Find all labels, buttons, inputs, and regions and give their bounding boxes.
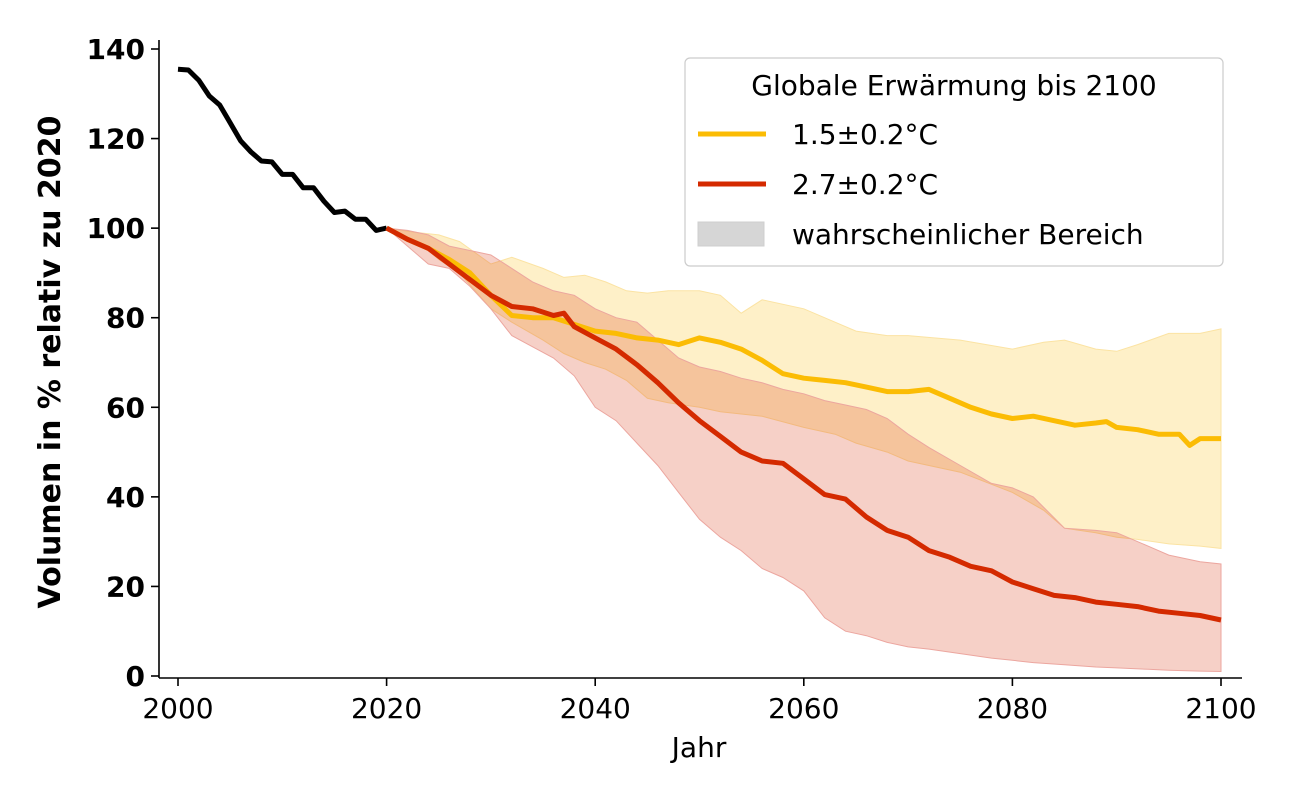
y-tick-label: 140 bbox=[87, 33, 145, 66]
x-tick-label: 2080 bbox=[977, 692, 1048, 725]
y-axis-title: Volumen in % relativ zu 2020 bbox=[33, 116, 68, 609]
x-ticks: 2000 2020 2040 2060 2080 2100 bbox=[142, 678, 1257, 725]
x-tick-label: 2020 bbox=[351, 692, 422, 725]
y-tick-label: 120 bbox=[87, 123, 145, 156]
y-tick-label: 80 bbox=[106, 302, 145, 335]
legend-swatch-range bbox=[697, 221, 765, 247]
legend-label-range: wahrscheinlicher Bereich bbox=[792, 218, 1144, 251]
x-tick-label: 2040 bbox=[560, 692, 631, 725]
line-historical bbox=[177, 66, 388, 233]
legend-frame bbox=[684, 57, 1224, 267]
legend: Globale Erwärmung bis 2100 1.5±0.2°C 2.7… bbox=[684, 57, 1224, 267]
x-axis-title: Jahr bbox=[670, 731, 727, 764]
x-tick-label: 2000 bbox=[142, 692, 213, 725]
line-1-5 bbox=[385, 225, 1221, 448]
legend-label-2-7: 2.7±0.2°C bbox=[792, 168, 938, 201]
confidence-bands bbox=[385, 227, 1222, 673]
y-tick-label: 60 bbox=[106, 391, 145, 424]
y-tick-label: 40 bbox=[106, 481, 145, 514]
line-2-7 bbox=[385, 225, 1222, 623]
x-tick-label: 2060 bbox=[768, 692, 839, 725]
series-lines bbox=[177, 66, 1222, 623]
y-ticks: 0 20 40 60 80 100 120 140 bbox=[87, 33, 159, 693]
y-tick-label: 100 bbox=[87, 212, 145, 245]
x-tick-label: 2100 bbox=[1185, 692, 1256, 725]
y-tick-label: 20 bbox=[106, 570, 145, 603]
legend-label-1-5: 1.5±0.2°C bbox=[792, 118, 938, 151]
legend-title: Globale Erwärmung bis 2100 bbox=[751, 69, 1156, 102]
y-tick-label: 0 bbox=[126, 660, 145, 693]
